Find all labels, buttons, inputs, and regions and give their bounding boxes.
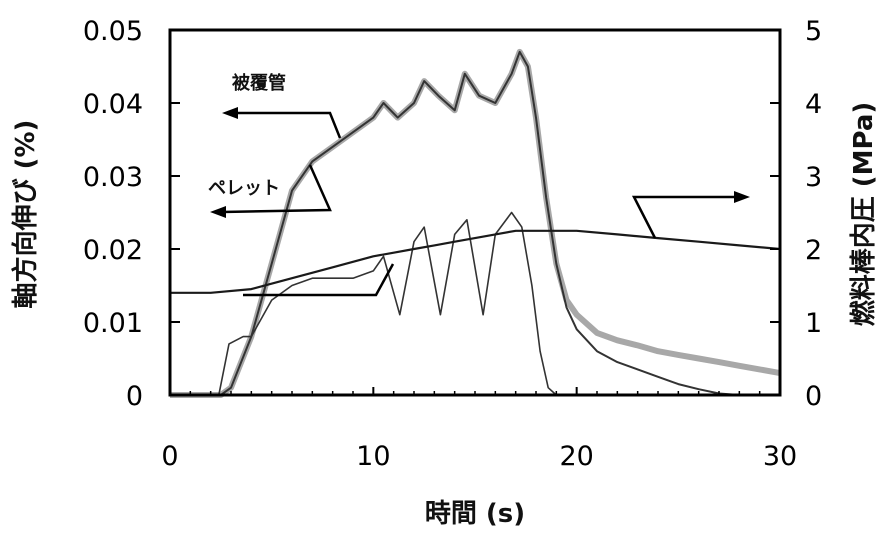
- y-right-tick-label: 5: [805, 16, 822, 47]
- x-tick-label: 0: [161, 441, 178, 472]
- y-left-tick-label: 0.01: [83, 308, 143, 339]
- annotation-cladding: 被覆管: [232, 72, 286, 94]
- series-pressure: [170, 229, 781, 294]
- x-tick-label: 30: [763, 441, 797, 472]
- y-right-tick-label: 0: [805, 381, 822, 412]
- y-left-tick-label: 0.03: [83, 162, 143, 193]
- cladding-arrowhead: [222, 107, 238, 119]
- x-axis-title: 時間 (s): [425, 499, 525, 529]
- annotation-pellet: ペレット: [208, 178, 280, 199]
- series-layer: [170, 48, 781, 398]
- pellet-arrowhead: [210, 206, 226, 218]
- x-tick-label: 10: [356, 441, 390, 472]
- annotation-arrows: [210, 107, 750, 297]
- y-axis-left-title: 軸方向伸び (%): [10, 120, 41, 309]
- pressure-arrowhead: [734, 191, 750, 203]
- y-left-tick-label: 0: [126, 381, 143, 412]
- series-cladding: [170, 48, 781, 398]
- ticks-layer: [169, 29, 781, 396]
- series-pellet: [170, 50, 780, 396]
- x-tick-label: 20: [559, 441, 593, 472]
- lower-curve-pointer-line: [243, 263, 395, 297]
- y-right-tick-label: 1: [805, 308, 822, 339]
- y-axis-right-title: 燃料棒内圧 (MPa): [849, 102, 879, 327]
- y-left-tick-label: 0.02: [83, 235, 143, 266]
- cladding-arrow-line: [235, 111, 342, 139]
- tick-labels-layer: 0 10 20 30 0 0.01 0.02 0.03 0.04 0.05 0 1 2 3 4 5: [83, 16, 822, 472]
- y-left-tick-label: 0.04: [83, 89, 143, 120]
- y-left-tick-label: 0.05: [83, 16, 143, 47]
- series-lower-strain: [170, 211, 780, 396]
- y-right-tick-label: 4: [805, 89, 822, 120]
- pellet-arrow-line: [221, 164, 332, 214]
- y-right-tick-label: 2: [805, 235, 822, 266]
- y-right-tick-label: 3: [805, 162, 822, 193]
- pressure-arrow-line: [631, 195, 738, 239]
